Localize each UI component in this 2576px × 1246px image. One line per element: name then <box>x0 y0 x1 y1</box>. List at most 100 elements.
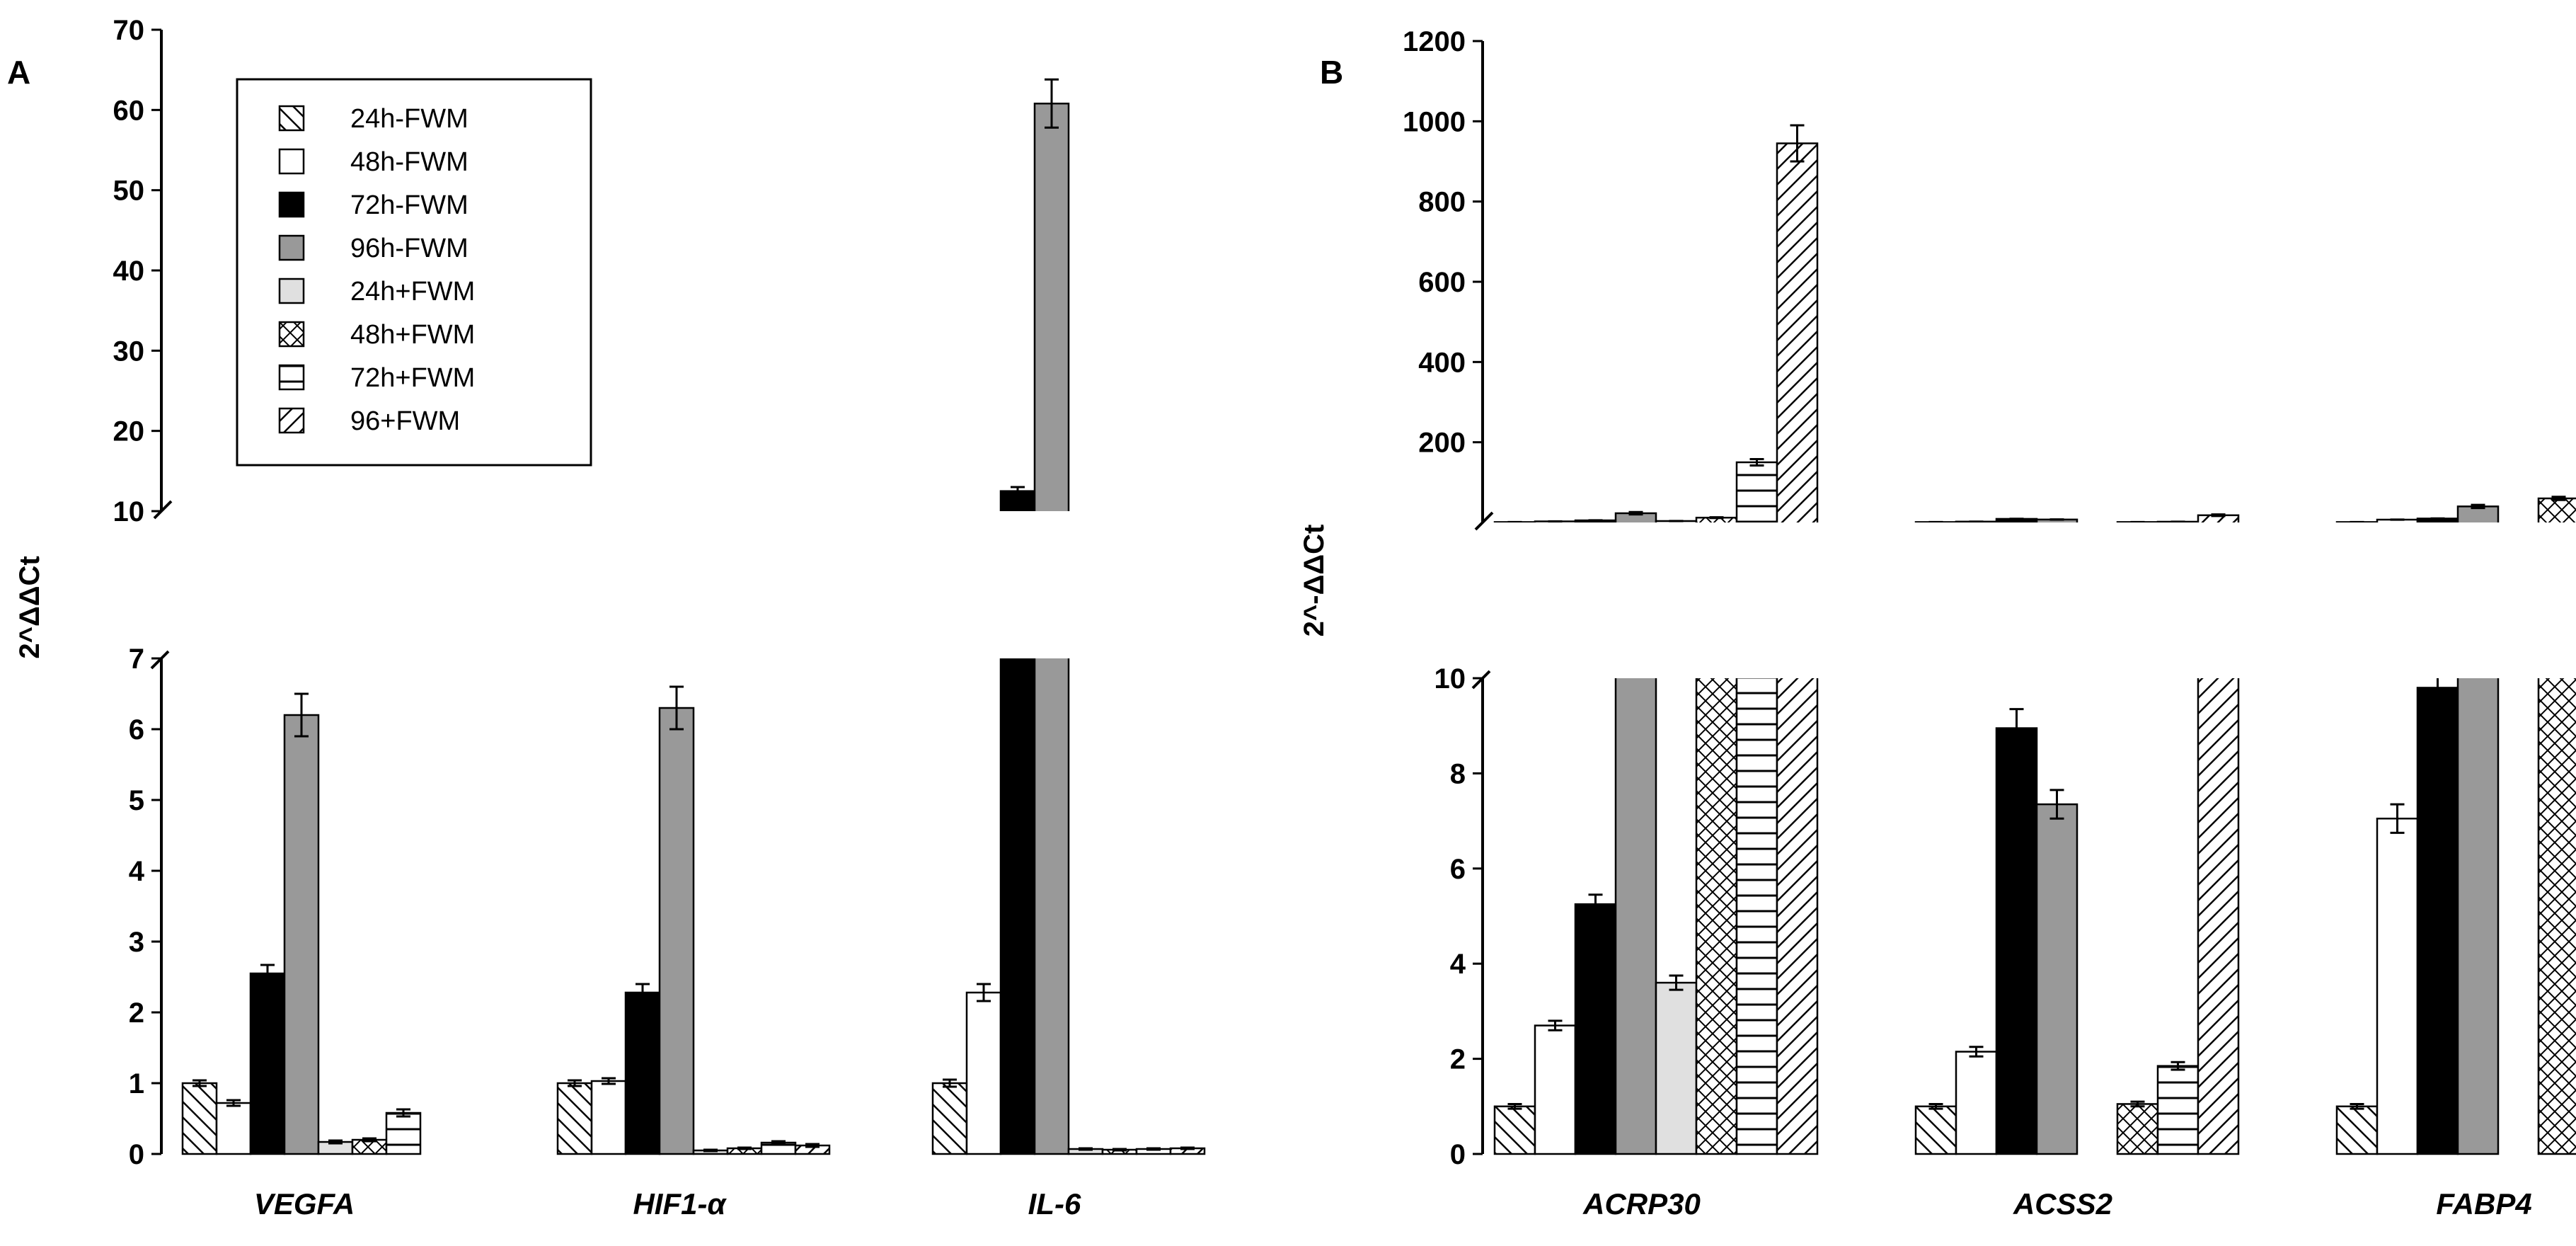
y-tick-label: 6 <box>1450 854 1466 885</box>
legend-swatch-96h-fwm <box>280 236 304 260</box>
bar-acss2-24h-fwm-upper <box>1916 522 1956 525</box>
error-bar <box>1112 1149 1127 1150</box>
bar-acss2-72h-fwm <box>1996 728 2037 1154</box>
y-tick-label: 2 <box>1450 1044 1466 1075</box>
upper-plot-area <box>1495 69 2576 525</box>
y-axis-label: 2^ΔΔCt <box>14 556 45 658</box>
bar-vegfa-72h-fwm <box>386 1113 420 1154</box>
bar-fabp4-48h-fwm <box>2538 675 2576 1154</box>
legend-swatch-96-fwm <box>280 408 304 433</box>
y-tick-label: 20 <box>113 416 145 447</box>
legend-label-96h-fwm: 96h-FWM <box>350 234 468 263</box>
y-tick-label: 7 <box>129 644 144 675</box>
legend-label-24h-fwm: 24h+FWM <box>350 277 475 307</box>
bar-il-6-96h-fwm <box>1035 655 1069 1154</box>
bar-hif1-48h-fwm <box>592 1081 626 1154</box>
bar-vegfa-48h-fwm <box>217 1103 251 1154</box>
legend-swatch-72h-fwm <box>280 365 304 389</box>
bar-hif1-72h-fwm <box>626 993 660 1154</box>
y-tick-label: 4 <box>1450 949 1466 980</box>
bar-hif1-96h-fwm <box>660 708 694 1154</box>
bar-il-6-24h-fwm <box>933 1083 967 1154</box>
y-tick-label: 1200 <box>1403 26 1466 57</box>
y-tick-label: 70 <box>113 15 145 46</box>
bar-acrp30-72h-fwm-upper <box>1737 462 1777 525</box>
panel-a: 0 1 2 3 4 5 6 7 10 20 30 40 50 60 70 2^ΔΔCt VEGFA HIF1-α I… <box>14 15 1204 1221</box>
category-label-acrp30: ACRP30 <box>1582 1187 1701 1221</box>
bar-acrp30-24h-fwm-upper <box>1495 522 1535 525</box>
lower-plot-area <box>1495 673 2576 1154</box>
error-bar <box>1079 1148 1093 1150</box>
y-tick-label: 3 <box>129 927 144 958</box>
bar-acss2-48h-fwm <box>1956 1052 1996 1154</box>
bar-fabp4-24h-fwm-upper <box>2337 522 2377 525</box>
upper-plot-area <box>1001 79 1069 514</box>
lower-plot-area <box>183 655 1204 1154</box>
bar-hif1-24h-fwm <box>558 1083 592 1154</box>
bar-il-6-48h-fwm <box>967 993 1001 1154</box>
legend-swatch-72h-fwm <box>280 193 304 217</box>
legend-label-24h-fwm: 24h-FWM <box>350 104 468 134</box>
y-tick-label: 2 <box>129 998 144 1029</box>
y-tick-label: 8 <box>1450 758 1466 789</box>
legend-swatch-48h-fwm <box>280 322 304 346</box>
bar-acrp30-48h-fwm <box>1535 1026 1575 1154</box>
bar-il-6-72h-fwm <box>1001 655 1035 1154</box>
bar-acrp30-48h-fwm <box>1696 675 1737 1154</box>
bar-il-6-96h-fwm-upper <box>1035 103 1069 514</box>
y-tick-label: 30 <box>113 336 145 367</box>
bar-acss2-96h-fwm <box>2037 804 2077 1154</box>
panel-b: 0246810200400600800100012002^-ΔΔCtACRP30… <box>1299 26 2576 1221</box>
y-tick-label: 400 <box>1418 347 1466 378</box>
error-bar <box>1180 1148 1195 1149</box>
category-label-il-6: IL-6 <box>1028 1187 1081 1221</box>
error-bar <box>1146 1148 1161 1150</box>
bar-acss2-72h-fwm <box>2158 1066 2198 1154</box>
error-bar <box>703 1150 718 1151</box>
bar-acrp30-96-fwm <box>1777 675 1817 1154</box>
y-tick-label: 1 <box>129 1068 144 1099</box>
bar-acrp30-96-fwm-upper <box>1777 144 1817 526</box>
y-tick-label: 10 <box>113 496 145 527</box>
bar-vegfa-96h-fwm <box>284 715 318 1154</box>
bar-fabp4-96h-fwm-upper <box>2458 506 2498 525</box>
bar-vegfa-72h-fwm <box>251 973 284 1154</box>
legend: 24h-FWM48h-FWM72h-FWM96h-FWM24h+FWM48h+F… <box>237 79 591 465</box>
category-label-vegfa: VEGFA <box>254 1187 355 1221</box>
y-tick-label: 40 <box>113 256 145 287</box>
bar-fabp4-24h-fwm <box>2337 1107 2377 1154</box>
legend-label-48h-fwm: 48h-FWM <box>350 147 468 177</box>
legend-label-72h-fwm: 72h-FWM <box>350 190 468 220</box>
category-label-fabp4: FABP4 <box>2436 1187 2531 1221</box>
legend-swatch-24h-fwm <box>280 279 304 303</box>
y-tick-label: 0 <box>1450 1139 1466 1170</box>
bar-fabp4-96h-fwm <box>2458 675 2498 1154</box>
panel-b-label: B <box>1320 54 1343 91</box>
bar-acss2-48h-fwm <box>2117 1104 2158 1154</box>
bar-acrp30-72h-fwm <box>1737 675 1777 1154</box>
error-bar <box>737 1148 752 1149</box>
bar-acrp30-24h-fwm <box>1495 1107 1535 1154</box>
bar-fabp4-48h-fwm <box>2377 818 2417 1154</box>
y-tick-label: 50 <box>113 176 145 207</box>
legend-swatch-24h-fwm <box>280 106 304 130</box>
y-tick-label: 1000 <box>1403 106 1466 137</box>
y-tick-label: 6 <box>129 714 144 745</box>
bar-vegfa-24h-fwm <box>183 1083 217 1154</box>
bar-acrp30-72h-fwm <box>1575 904 1616 1154</box>
y-tick-label: 4 <box>129 856 145 887</box>
y-tick-label: 600 <box>1418 267 1466 298</box>
category-label-hif1: HIF1-α <box>633 1187 727 1221</box>
y-tick-label: 0 <box>129 1139 144 1170</box>
y-axis-label: 2^-ΔΔCt <box>1299 525 1330 637</box>
category-label-acss2: ACSS2 <box>2013 1187 2112 1221</box>
legend-label-72h-fwm: 72h+FWM <box>350 363 475 393</box>
bar-acss2-48h-fwm-upper <box>2117 522 2158 525</box>
bar-acss2-24h-fwm <box>1916 1107 1956 1154</box>
legend-swatch-48h-fwm <box>280 149 304 173</box>
bar-fabp4-72h-fwm <box>2417 687 2458 1154</box>
y-tick-label: 60 <box>113 95 145 126</box>
y-tick-label: 5 <box>129 785 144 816</box>
panel-a-label: A <box>7 54 30 91</box>
